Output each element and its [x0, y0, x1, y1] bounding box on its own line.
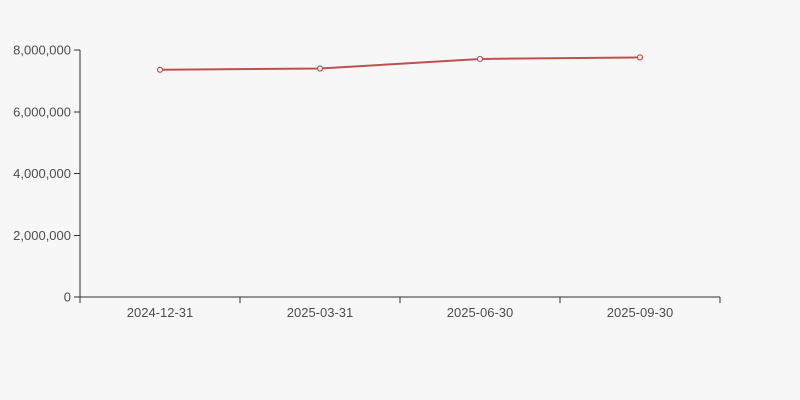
y-axis-tick-label: 0 [64, 290, 71, 305]
y-axis-tick-label: 4,000,000 [13, 166, 71, 181]
series-line [159, 56, 641, 71]
data-point-marker [316, 65, 324, 72]
y-axis-tick-label: 6,000,000 [13, 104, 71, 119]
x-axis-tick-label: 2025-03-31 [287, 305, 354, 320]
data-point-marker [156, 66, 164, 73]
y-axis-tick-label: 8,000,000 [13, 43, 71, 58]
x-axis-tick-label: 2025-09-30 [607, 305, 674, 320]
data-point-marker [476, 55, 484, 63]
x-axis-tick-label: 2024-12-31 [127, 305, 194, 320]
y-axis-tick-label: 2,000,000 [13, 228, 71, 243]
data-point-marker [636, 54, 644, 61]
x-axis-tick-label: 2025-06-30 [447, 305, 514, 320]
